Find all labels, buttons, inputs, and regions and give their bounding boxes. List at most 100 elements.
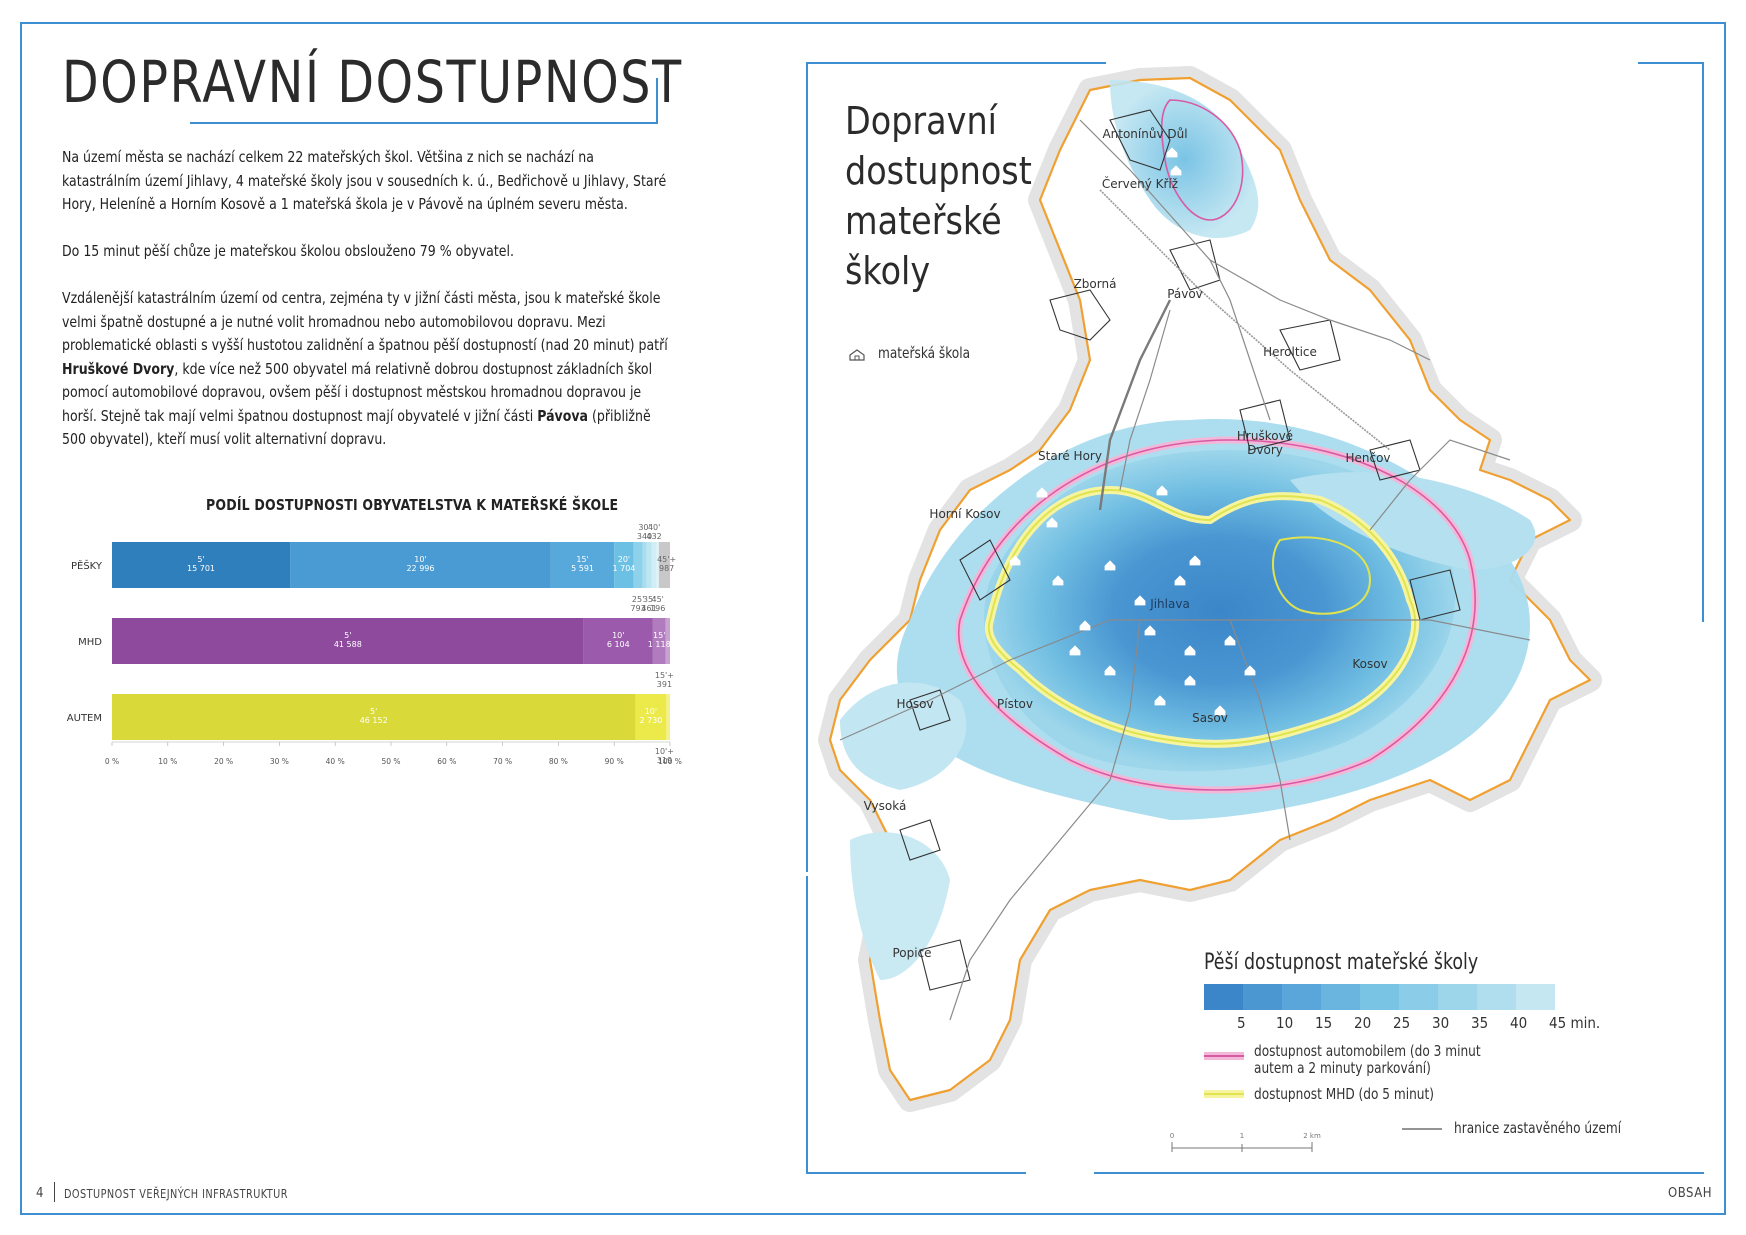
- zone-east: [1290, 472, 1536, 570]
- school-marker-roof-7: [1052, 575, 1064, 586]
- zone-core: [983, 450, 1456, 772]
- road-1: [1209, 259, 1431, 361]
- school-marker-roof-2: [1104, 355, 1116, 366]
- walking-time-scale: [1204, 984, 1555, 1010]
- place-label-0: Antonínův Důl: [1102, 127, 1187, 141]
- school-marker-20: [1154, 695, 1166, 706]
- school-marker-4: [1156, 485, 1168, 496]
- mhd-zone-line: [987, 488, 1417, 745]
- x-tick-label-9: 90 %: [605, 757, 624, 766]
- legend-title: Pěší dostupnost mateřské školy: [1204, 950, 1479, 975]
- built-area-9: [919, 939, 971, 991]
- scale-swatch-4: [1360, 984, 1399, 1010]
- toc-link[interactable]: OBSAH: [1668, 1186, 1712, 1201]
- school-marker-17: [1079, 620, 1091, 631]
- road-4: [949, 619, 1141, 1021]
- map-frame-top-left: [806, 62, 1106, 65]
- school-icon: [849, 349, 865, 361]
- label-pesky-below-0: 25' 793: [630, 595, 645, 613]
- school-marker-13: [1184, 645, 1196, 656]
- bar-segment-0-3: [614, 542, 634, 588]
- school-marker-roof-12: [1144, 625, 1156, 636]
- school-marker-roof-21: [1214, 705, 1226, 716]
- x-tick-label-0: 0 %: [105, 757, 119, 766]
- row-label-0: PĚŠKY: [71, 559, 103, 572]
- scale-swatch-7: [1477, 984, 1516, 1010]
- place-label-1: Červený Kříž: [1102, 176, 1178, 191]
- place-label-5-line1: Dvory: [1247, 443, 1283, 457]
- scale-swatch-1: [1243, 984, 1282, 1010]
- car-zone-north: [1160, 99, 1244, 221]
- x-tick-label-6: 60 %: [437, 757, 456, 766]
- place-label-7: Henčov: [1345, 451, 1390, 465]
- intro-paragraph: Na území města se nachází celkem 22 mate…: [62, 148, 667, 213]
- scale-swatch-8: [1516, 984, 1555, 1010]
- map-title: Dopravní dostupnost mateřské školy: [845, 99, 1032, 293]
- built-area-8: [899, 819, 941, 861]
- bar-segment-2-1: [635, 694, 667, 740]
- place-label-15: Popice: [892, 946, 931, 960]
- scale-tick-3: 20: [1354, 1014, 1372, 1032]
- page-number: 4: [36, 1186, 44, 1201]
- built-area-0: [1109, 109, 1171, 171]
- scale-swatch-0: [1204, 984, 1243, 1010]
- bar-segment-1-2: [652, 618, 666, 664]
- school-marker-11: [1189, 555, 1201, 566]
- car-zone-line: [957, 439, 1476, 791]
- school-marker-roof-15: [1244, 665, 1256, 676]
- row-label-2: AUTEM: [67, 713, 102, 724]
- map-frame-bottom: [1094, 1172, 1704, 1175]
- school-marker-8: [1104, 560, 1116, 571]
- road-5: [1229, 619, 1291, 841]
- mhd-access-swatch: [1204, 1090, 1244, 1098]
- x-tick-label-2: 20 %: [214, 757, 233, 766]
- school-marker-roof-10: [1174, 575, 1186, 586]
- school-marker-roof-14: [1224, 635, 1236, 646]
- place-label-2: Zborná: [1074, 277, 1117, 291]
- car-access-swatch: [1204, 1052, 1244, 1060]
- built-area-5: [959, 539, 1011, 601]
- highlight-pavov: Pávova: [537, 406, 588, 425]
- school-marker-15: [1244, 665, 1256, 676]
- school-marker-18: [1069, 645, 1081, 656]
- label-mhd-1: 10' 6 104: [607, 631, 630, 649]
- bar-segment-0-6: [646, 542, 652, 588]
- school-marker-0: [1166, 147, 1178, 158]
- place-label-10: Kosov: [1352, 657, 1387, 671]
- school-marker-roof-6: [1009, 555, 1021, 566]
- road-6: [1369, 439, 1511, 531]
- chart-title: PODÍL DOSTUPNOSTI OBYVATELSTVA K MATEŘSK…: [206, 496, 619, 514]
- school-marker-roof-0: [1166, 147, 1178, 158]
- place-label-11: Hosov: [896, 697, 933, 711]
- scale-tick-2: 15: [1315, 1014, 1333, 1032]
- road-3: [839, 619, 1531, 741]
- school-marker-roof-18: [1069, 645, 1081, 656]
- scalebar-tick-1: 1: [1240, 1132, 1244, 1140]
- label-autem-1: 10' 2 730: [639, 707, 662, 725]
- label-mhd-below: 15'+ 391: [655, 671, 674, 689]
- built-area-3: [1279, 319, 1341, 371]
- school-legend-label: mateřská škola: [878, 344, 971, 362]
- school-marker-19: [1104, 665, 1116, 676]
- x-tick-label-8: 80 %: [549, 757, 568, 766]
- map-frame-right: [1702, 62, 1705, 622]
- bar-segment-0-1: [290, 542, 551, 588]
- scale-tick-1: 10: [1276, 1014, 1294, 1032]
- place-label-6: Staré Hory: [1038, 449, 1102, 463]
- school-marker-roof-3: [1036, 487, 1048, 498]
- scale-labels: 5 10 15 20 25 30 35 40 45 min.: [1204, 1014, 1600, 1034]
- x-tick-label-4: 40 %: [326, 757, 345, 766]
- map-frame-bottom-left: [806, 1172, 1026, 1175]
- place-label-4: Heroltice: [1263, 345, 1317, 359]
- bar-segment-1-0: [112, 618, 584, 664]
- school-marker-roof-17: [1079, 620, 1091, 631]
- zone-southwest: [850, 832, 950, 980]
- row-label-1: MHD: [78, 637, 102, 648]
- highlight-hruskove-dvory: Hruškové Dvory: [62, 359, 175, 378]
- label-pesky-1: 10' 22 996: [406, 555, 434, 573]
- bar-segment-1-3: [665, 618, 670, 664]
- label-mhd-2: 15' 1 118: [648, 631, 671, 649]
- x-tick-label-10: 100 %: [658, 757, 682, 766]
- problem-areas-paragraph: Vzdálenější katastrálním území od centra…: [62, 289, 668, 448]
- walking-coverage-paragraph: Do 15 minut pěší chůze je mateřskou škol…: [62, 242, 514, 260]
